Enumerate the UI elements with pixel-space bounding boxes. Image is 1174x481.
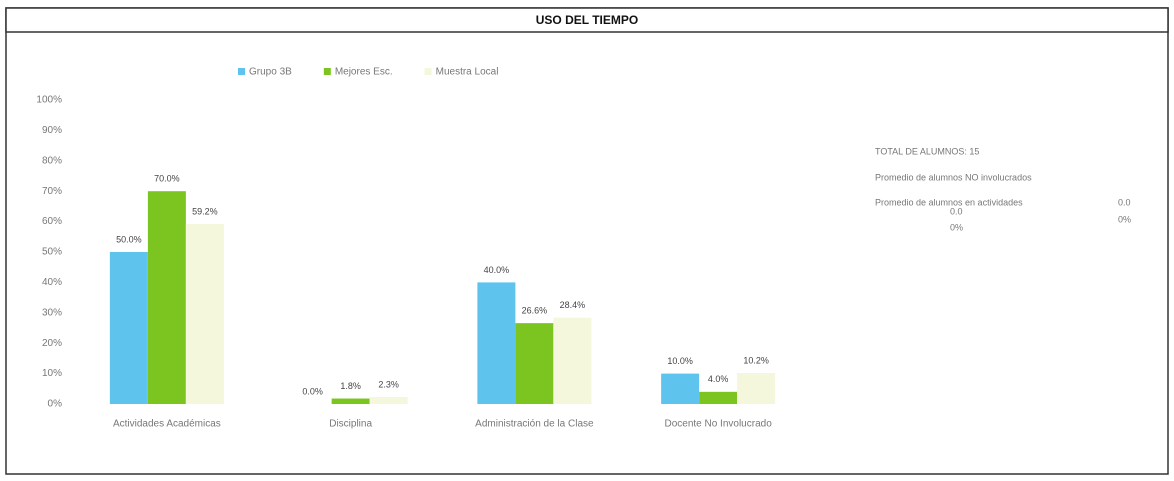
data-label: 28.4% bbox=[560, 300, 586, 310]
bar bbox=[699, 391, 738, 404]
x-tick-label: Docente No Involucrado bbox=[664, 419, 772, 430]
data-label: 4.0% bbox=[708, 374, 729, 384]
x-tick-label: Actividades Académicas bbox=[113, 419, 221, 430]
title-bar bbox=[5, 7, 1169, 33]
bar bbox=[185, 224, 224, 404]
annotation: Promedio de alumnos NO involucrados bbox=[875, 172, 1032, 182]
data-label: 2.3% bbox=[378, 379, 399, 389]
annotation: Promedio de alumnos en actividades bbox=[875, 197, 1023, 207]
y-tick-label: 60% bbox=[42, 216, 62, 227]
y-tick-label: 100% bbox=[36, 95, 62, 106]
data-label: 10.0% bbox=[667, 356, 693, 366]
legend-label: Grupo 3B bbox=[249, 67, 292, 78]
data-label: 59.2% bbox=[192, 206, 218, 216]
data-label: 0.0% bbox=[302, 386, 323, 396]
bar bbox=[737, 372, 776, 404]
x-tick-label: Disciplina bbox=[329, 419, 372, 430]
y-tick-label: 20% bbox=[42, 338, 62, 349]
y-tick-label: 90% bbox=[42, 125, 62, 136]
bar bbox=[515, 323, 554, 404]
x-tick-label: Administración de la Clase bbox=[475, 419, 594, 430]
legend-label: Mejores Esc. bbox=[335, 67, 393, 78]
data-label: 40.0% bbox=[484, 265, 510, 275]
y-tick-label: 50% bbox=[42, 247, 62, 258]
y-tick-label: 0% bbox=[48, 399, 63, 410]
annotation: 0% bbox=[1118, 214, 1131, 224]
data-label: 26.6% bbox=[522, 306, 548, 316]
bar bbox=[109, 252, 148, 404]
data-label: 1.8% bbox=[340, 381, 361, 391]
y-tick-label: 30% bbox=[42, 307, 62, 318]
annotation: 0.0 bbox=[950, 206, 963, 216]
bar bbox=[147, 191, 186, 404]
legend-swatch bbox=[323, 68, 331, 75]
y-tick-label: 40% bbox=[42, 277, 62, 288]
data-label: 50.0% bbox=[116, 234, 142, 244]
bar bbox=[661, 373, 700, 404]
y-tick-label: 80% bbox=[42, 155, 62, 166]
y-tick-label: 70% bbox=[42, 186, 62, 197]
annotation: 0% bbox=[950, 222, 963, 232]
bar bbox=[331, 398, 370, 404]
bar bbox=[553, 317, 592, 404]
annotation: TOTAL DE ALUMNOS: 15 bbox=[875, 146, 979, 156]
annotation: 0.0 bbox=[1118, 197, 1131, 207]
chart-title: USO DEL TIEMPO bbox=[536, 13, 638, 27]
legend-swatch bbox=[238, 68, 245, 75]
data-label: 70.0% bbox=[154, 174, 180, 184]
y-tick-label: 10% bbox=[42, 368, 62, 379]
legend-swatch bbox=[424, 68, 432, 75]
bar bbox=[477, 282, 516, 404]
bar bbox=[369, 397, 408, 404]
data-label: 10.2% bbox=[743, 355, 769, 365]
legend-label: Muestra Local bbox=[436, 67, 499, 78]
